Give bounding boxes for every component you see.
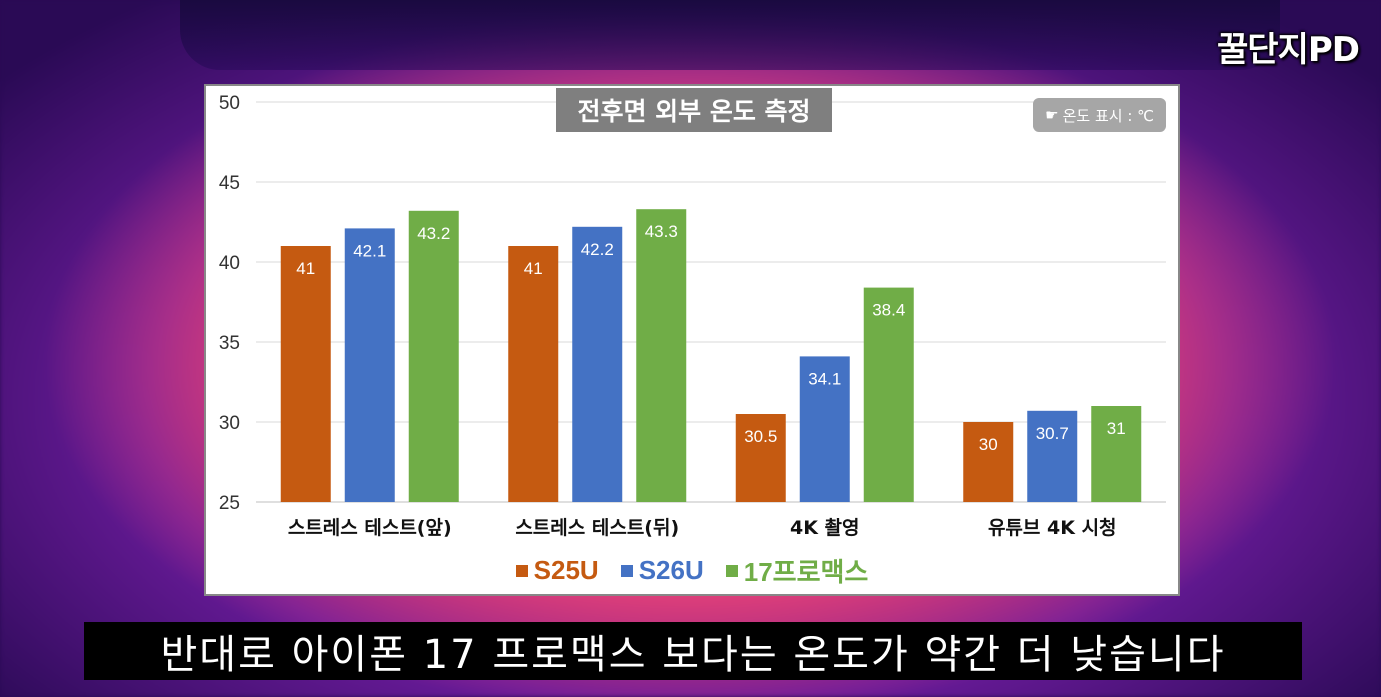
- background-band: [180, 0, 1280, 70]
- bar-chart: 25 30 35 40 45 50 41 42.1 43.2 스트레스 테스트(앞) 41 42.2 4…: [219, 93, 1166, 539]
- bar: [408, 210, 459, 503]
- y-tick-label: 45: [219, 173, 240, 194]
- x-tick-label: 스트레스 테스트(뒤): [515, 517, 679, 539]
- y-tick-label: 40: [219, 253, 240, 274]
- data-label: 42.2: [581, 240, 614, 259]
- bar: [1027, 410, 1078, 502]
- legend-label: S25U: [533, 555, 599, 585]
- chart-title: 전후면 외부 온도 측정: [556, 88, 832, 132]
- unit-badge: ☛ 온도 표시 : ℃: [1033, 98, 1166, 132]
- data-label: 30: [979, 435, 998, 454]
- data-label: 43.2: [417, 224, 450, 243]
- data-label: 41: [296, 259, 315, 278]
- hand-pointing-icon: ☛: [1045, 106, 1059, 124]
- data-label: 30.7: [1036, 424, 1069, 443]
- data-label: 38.4: [872, 301, 905, 320]
- bar: [636, 209, 687, 502]
- x-tick-label: 스트레스 테스트(앞): [288, 517, 452, 539]
- x-tick-label: 4K 촬영: [790, 517, 860, 539]
- data-label: 30.5: [744, 427, 777, 446]
- video-subtitle: 반대로 아이폰 17 프로맥스 보다는 온도가 약간 더 낮습니다: [84, 622, 1302, 680]
- legend-label: S26U: [638, 555, 704, 585]
- legend-swatch: [620, 564, 633, 577]
- bar: [963, 422, 1014, 502]
- data-label: 41: [524, 259, 543, 278]
- y-tick-label: 30: [219, 413, 240, 434]
- x-tick-label: 유튜브 4K 시청: [988, 517, 1117, 539]
- bar: [572, 226, 623, 503]
- data-label: 43.3: [645, 222, 678, 241]
- y-tick-label: 25: [219, 493, 240, 514]
- y-tick-label: 35: [219, 333, 240, 354]
- data-label: 34.1: [808, 369, 841, 388]
- bar: [508, 246, 559, 502]
- legend-swatch: [725, 564, 738, 577]
- legend-item-s26u: S26U: [620, 552, 704, 589]
- bar: [799, 356, 850, 502]
- data-label: 42.1: [353, 241, 386, 260]
- bar: [1091, 406, 1142, 502]
- legend-label: 17프로맥스: [743, 557, 869, 587]
- chart-legend: S25U S26U 17프로맥스: [206, 552, 1178, 589]
- data-label: 31: [1107, 419, 1126, 438]
- bar: [735, 414, 786, 502]
- bar: [280, 246, 331, 502]
- y-tick-label: 50: [219, 93, 240, 114]
- chart-card: 25 30 35 40 45 50 41 42.1 43.2 스트레스 테스트(앞) 41 42.2 4…: [204, 84, 1180, 596]
- legend-item-s25u: S25U: [515, 552, 599, 589]
- unit-badge-label: 온도 표시 : ℃: [1062, 106, 1154, 125]
- legend-swatch: [515, 564, 528, 577]
- legend-item-17promax: 17프로맥스: [725, 552, 869, 589]
- bar: [344, 228, 395, 502]
- channel-logo: 꿀단지PD: [1217, 30, 1360, 70]
- bar: [863, 287, 914, 502]
